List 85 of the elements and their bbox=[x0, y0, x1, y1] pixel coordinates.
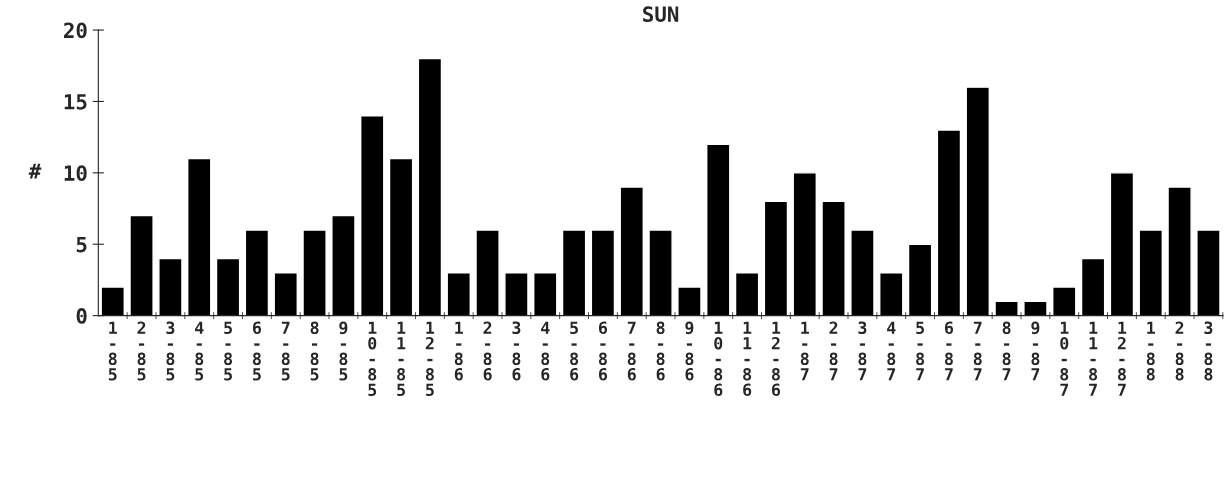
bar bbox=[734, 272, 760, 316]
x-tick-label: 3-88 bbox=[1204, 321, 1213, 381]
x-tick-label: 1-86 bbox=[454, 321, 463, 381]
bar bbox=[417, 57, 443, 316]
x-tick-label: 7-86 bbox=[627, 321, 636, 381]
x-tick-label: 11-86 bbox=[743, 321, 752, 397]
bar bbox=[533, 272, 558, 316]
y-tick-label: 0 bbox=[76, 308, 87, 324]
bar bbox=[1023, 300, 1048, 316]
x-tick-label: 10-85 bbox=[368, 321, 377, 397]
x-tick-label: 5-87 bbox=[916, 321, 925, 381]
bar bbox=[215, 257, 241, 316]
x-tick-label: 10-87 bbox=[1060, 321, 1069, 396]
x-tick-label: 2-88 bbox=[1175, 321, 1184, 381]
bar bbox=[1167, 186, 1192, 316]
bar bbox=[1080, 257, 1106, 316]
x-tick-label: 7-85 bbox=[281, 321, 290, 381]
x-tick-label: 8-85 bbox=[310, 321, 319, 381]
bar bbox=[273, 272, 298, 316]
x-tick-label: 12-85 bbox=[425, 321, 435, 397]
bar bbox=[1052, 286, 1077, 316]
bar bbox=[763, 200, 789, 316]
x-tick-label: 12-86 bbox=[771, 321, 781, 397]
x-tick-label: 6-85 bbox=[252, 321, 262, 381]
x-tick-label: 2-85 bbox=[137, 321, 146, 381]
bar bbox=[475, 229, 500, 316]
x-tick-label: 6-87 bbox=[944, 321, 954, 381]
chart-title: SUN bbox=[643, 6, 679, 23]
x-tick-label: 4-86 bbox=[541, 321, 550, 381]
x-tick-label: 2-87 bbox=[829, 321, 838, 381]
y-tick-label: 10 bbox=[64, 165, 87, 182]
x-tick-label: 8-87 bbox=[1002, 321, 1011, 381]
y-tick-label: 20 bbox=[63, 22, 87, 39]
bar bbox=[879, 272, 904, 316]
x-tick-label: 5-85 bbox=[224, 321, 233, 381]
bar bbox=[965, 86, 990, 316]
x-tick-label: 2-86 bbox=[483, 321, 492, 381]
x-tick-label: 7-87 bbox=[973, 321, 982, 381]
x-tick-label: 1-85 bbox=[108, 321, 117, 381]
bar bbox=[388, 157, 414, 316]
bar bbox=[504, 272, 529, 316]
bar bbox=[187, 157, 212, 316]
bar bbox=[360, 115, 385, 316]
bar bbox=[677, 286, 702, 316]
bar bbox=[648, 229, 673, 316]
x-tick-label: 4-87 bbox=[887, 321, 896, 381]
x-tick-label: 8-86 bbox=[656, 321, 665, 381]
bar bbox=[302, 229, 327, 316]
x-tick-label: 3-86 bbox=[512, 321, 521, 381]
x-tick-label: 1-87 bbox=[800, 321, 809, 381]
bar bbox=[331, 214, 356, 316]
x-tick-label: 3-85 bbox=[166, 321, 175, 381]
x-tick-label: 1-88 bbox=[1146, 321, 1155, 381]
bar bbox=[1109, 172, 1135, 316]
bar bbox=[244, 229, 270, 316]
y-tick-label: 15 bbox=[64, 94, 87, 110]
x-tick-label: 5-86 bbox=[570, 321, 579, 381]
bar bbox=[619, 186, 644, 316]
bar bbox=[561, 229, 587, 316]
bar bbox=[590, 229, 616, 316]
bar bbox=[100, 286, 125, 316]
bar bbox=[158, 257, 183, 316]
bar bbox=[1196, 229, 1221, 316]
bar bbox=[994, 300, 1019, 316]
bar bbox=[129, 214, 154, 316]
x-tick-label: 12-87 bbox=[1117, 321, 1127, 396]
x-tick-label: 11-87 bbox=[1089, 321, 1098, 396]
x-tick-label: 9-87 bbox=[1031, 321, 1040, 381]
y-axis-title: # bbox=[28, 163, 42, 179]
bar bbox=[850, 229, 875, 316]
x-tick-label: 11-85 bbox=[397, 321, 406, 397]
bar bbox=[821, 200, 846, 316]
x-tick-label: 6-86 bbox=[598, 321, 608, 381]
bar bbox=[936, 129, 962, 316]
x-tick-label: 4-85 bbox=[195, 321, 204, 381]
bar bbox=[446, 272, 471, 316]
x-tick-label: 3-87 bbox=[858, 321, 867, 381]
bar bbox=[792, 172, 817, 316]
x-tick-label: 10-86 bbox=[714, 321, 723, 397]
x-tick-label: 9-86 bbox=[685, 321, 694, 381]
bar bbox=[1138, 229, 1163, 316]
bar bbox=[706, 143, 731, 316]
y-tick-label: 5 bbox=[76, 236, 87, 253]
x-tick-label: 9-85 bbox=[339, 321, 348, 381]
bar bbox=[907, 243, 933, 316]
